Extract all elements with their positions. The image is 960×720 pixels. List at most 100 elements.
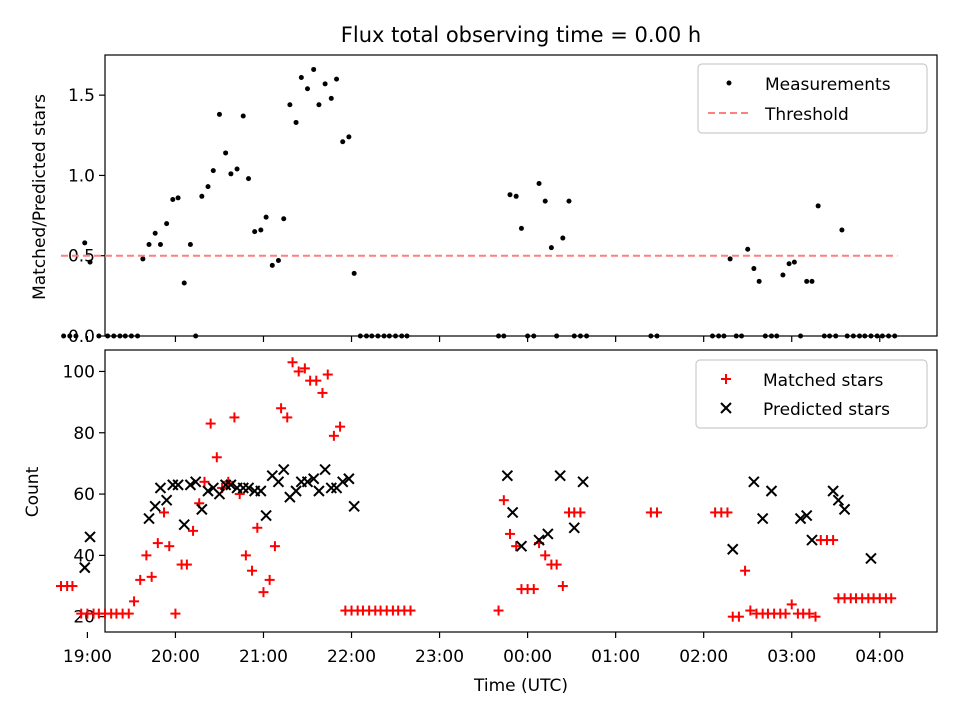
measurement-point <box>850 333 856 339</box>
matched-star-point <box>152 538 163 549</box>
matched-star-point <box>652 507 663 518</box>
predicted-star-point <box>568 522 580 534</box>
measurement-point <box>304 86 310 92</box>
count-x-tick-label: 23:00 <box>415 647 464 667</box>
predicted-star-point <box>160 494 173 506</box>
predicted-star-point <box>348 500 360 513</box>
matched-star-point <box>498 495 509 506</box>
count-y-tick-label: 20 <box>73 608 95 628</box>
matched-star-point <box>158 507 169 518</box>
measurement-point <box>745 246 751 252</box>
measurement-point <box>105 333 111 339</box>
legend-label-predicted: Predicted stars <box>763 400 890 420</box>
predicted-star-point <box>172 479 184 491</box>
matched-star-point <box>557 581 568 592</box>
matched-star-point <box>740 565 751 576</box>
measurement-point <box>175 195 181 201</box>
matched-star-point <box>493 605 504 616</box>
measurement-point <box>146 241 152 247</box>
matched-star-point <box>205 418 216 429</box>
measurement-point <box>857 333 863 339</box>
measurement-point <box>170 197 176 203</box>
matched-star-point <box>551 559 562 570</box>
measurement-point <box>205 184 211 190</box>
matched-star-point <box>299 363 310 374</box>
measurement-point <box>815 203 821 209</box>
matched-star-point <box>786 599 797 610</box>
measurement-point <box>501 333 507 339</box>
measurement-point <box>536 180 542 186</box>
measurement-point <box>187 241 193 247</box>
predicted-star-point <box>255 485 267 497</box>
matched-star-point <box>828 535 839 546</box>
measurement-point <box>844 333 850 339</box>
predicted-star-point <box>213 488 226 500</box>
measurement-point <box>334 76 340 82</box>
matched-star-point <box>146 571 157 582</box>
matched-star-point <box>287 357 298 368</box>
measurement-point <box>281 216 287 222</box>
measurement-point <box>375 333 381 339</box>
measurement-point <box>122 333 128 339</box>
measurement-point <box>739 333 745 339</box>
measurement-point <box>584 333 590 339</box>
matched-star-point <box>264 574 275 585</box>
matched-star-point <box>276 403 287 414</box>
count-legend: Matched stars Predicted stars <box>695 359 928 429</box>
legend-marker-measurements <box>726 80 732 86</box>
predicted-star-point <box>196 503 208 516</box>
measurement-point <box>381 333 387 339</box>
chart-title: Flux total observing time = 0.00 h <box>341 23 701 47</box>
measurement-point <box>293 119 299 125</box>
measurement-point <box>839 227 845 233</box>
measurement-point <box>67 333 73 339</box>
predicted-star-point <box>838 503 851 516</box>
measurement-point <box>82 240 88 246</box>
matched-star-point <box>745 605 756 616</box>
ratio-y-tick-label: 1.5 <box>68 86 95 106</box>
measurement-point <box>234 166 240 172</box>
matched-star-point <box>258 587 269 598</box>
count-y-tick-label: 80 <box>73 424 95 444</box>
measurement-point <box>496 333 502 339</box>
matched-star-point <box>229 412 240 423</box>
count-y-tick-label: 100 <box>63 362 95 382</box>
measurement-point <box>351 270 357 276</box>
predicted-star-point <box>865 552 877 565</box>
count-x-axis-label: Time (UTC) <box>473 676 568 696</box>
count-x-tick-label: 04:00 <box>855 647 904 667</box>
predicted-star-point <box>79 561 91 574</box>
legend-label-matched: Matched stars <box>763 371 883 391</box>
count-x-tick-label: 02:00 <box>679 647 728 667</box>
predicted-star-point <box>748 476 760 488</box>
measurement-point <box>648 333 654 339</box>
measurement-point <box>73 333 79 339</box>
matched-star-point <box>504 528 515 539</box>
measurement-point <box>316 102 322 108</box>
measurement-point <box>298 74 304 80</box>
measurement-point <box>756 278 762 284</box>
matched-star-point <box>282 412 293 423</box>
ratio-y-tick-label: 1.0 <box>68 166 95 186</box>
predicted-star-point <box>800 509 813 522</box>
count-x-tick-label: 20:00 <box>151 647 200 667</box>
measurement-point <box>340 139 346 145</box>
predicted-star-point <box>554 469 566 482</box>
measurement-point <box>531 333 537 339</box>
matched-star-point <box>804 608 815 619</box>
measurement-point <box>548 245 554 251</box>
measurement-point <box>363 333 369 339</box>
measurement-point <box>886 333 892 339</box>
measurement-point <box>804 278 810 284</box>
matched-star-point <box>252 522 263 533</box>
measurement-point <box>833 333 839 339</box>
matched-star-point <box>328 430 339 441</box>
measurement-point <box>404 333 410 339</box>
measurement-point <box>791 259 797 265</box>
measurement-point <box>246 176 252 182</box>
measurement-point <box>263 214 269 220</box>
measurement-point <box>275 258 281 264</box>
predicted-star-point <box>319 463 331 476</box>
measurement-point <box>868 333 874 339</box>
